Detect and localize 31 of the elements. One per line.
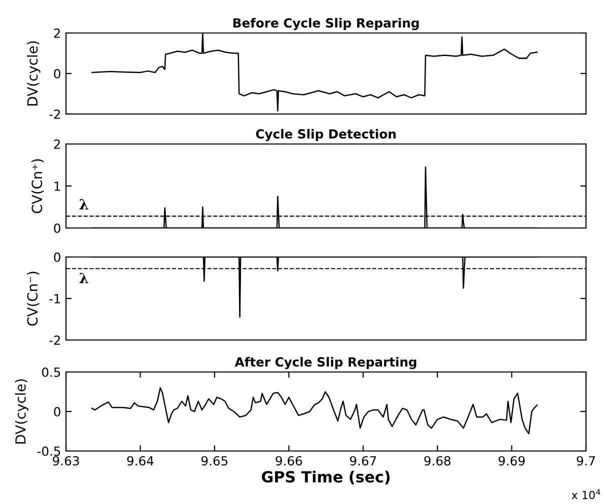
y-tick-label: -2 — [49, 335, 60, 345]
x-tick-label: 9.63 — [52, 456, 79, 466]
x-tick-label: 9.67 — [350, 456, 376, 466]
y-axis-title: DV(cycle) — [14, 379, 28, 444]
y-axis-title: CV(Cn⁻) — [26, 272, 40, 326]
y-axis-title: DV(cycle) — [26, 41, 40, 106]
x-tick-label: 9.65 — [201, 456, 228, 466]
y-tick-label: 0.5 — [42, 367, 60, 377]
text: x 10$^{4}$ — [572, 489, 600, 500]
x-tick-label: 9.66 — [276, 456, 302, 466]
x-axis-title: GPS Time (sec) — [262, 470, 390, 484]
y-tick-label: 1 — [54, 182, 60, 191]
y-tick-label: 0 — [54, 406, 60, 416]
ref-line-label: λ — [79, 199, 88, 210]
y-tick-label: -1 — [49, 294, 60, 304]
chart-title: Before Cycle Slip Reparing — [233, 18, 419, 30]
y-tick-label: 0 — [54, 223, 60, 233]
chart-title: Cycle Slip Detection — [256, 128, 396, 142]
y-tick-label: -2 — [49, 109, 60, 119]
y-tick-label: 0 — [54, 252, 60, 262]
y-tick-label: -0.5 — [37, 446, 60, 456]
y-tick-label: 2 — [54, 28, 60, 38]
x-tick-label: 9.69 — [498, 456, 525, 466]
x-tick-label: 9.64 — [127, 456, 154, 466]
y-axis-title: CV(Cn⁺) — [31, 159, 44, 214]
x-tick-label: 9.7 — [576, 456, 595, 466]
x-tick-label: 9.68 — [424, 456, 450, 466]
ref-line-label: λ — [79, 272, 88, 284]
y-tick-label: 0 — [54, 68, 60, 78]
chart-title: After Cycle Slip Reparting — [234, 356, 416, 370]
y-tick-label: 2 — [54, 139, 60, 149]
